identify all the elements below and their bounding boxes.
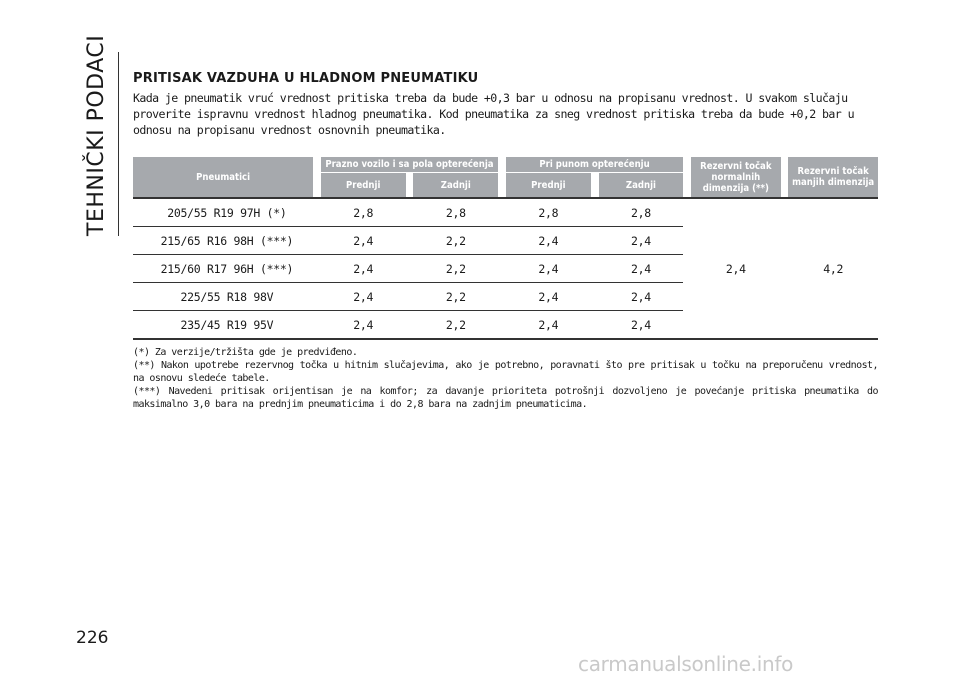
cell-gap xyxy=(683,255,691,283)
empty-front-value: 2,4 xyxy=(320,255,406,283)
full-rear-value: 2,4 xyxy=(598,227,684,255)
table-row: 215/60 R17 96H (***) 2,4 2,2 2,4 2,4 xyxy=(133,255,878,283)
table-row: 235/45 R19 95V 2,4 2,2 2,4 2,4 xyxy=(133,311,878,340)
cell-gap xyxy=(590,227,599,255)
tyre-size: 225/55 R18 98V xyxy=(133,283,321,311)
tyre-size: 215/60 R17 96H (***) xyxy=(133,255,321,283)
empty-front-value: 2,4 xyxy=(320,311,406,340)
chapter-divider xyxy=(118,52,119,236)
full-front-value: 2,4 xyxy=(505,311,591,340)
empty-front-value: 2,8 xyxy=(320,199,406,227)
spare-normal-value: 2,4 xyxy=(690,199,781,340)
table-row: 205/55 R19 97H (*) 2,8 2,8 2,8 2,8 2,4 4… xyxy=(133,199,878,340)
header-gap xyxy=(498,157,506,199)
empty-rear-value: 2,2 xyxy=(413,311,499,340)
cell-gap xyxy=(590,311,599,340)
footnote: (**) Nakon upotrebe rezervnog točka u hi… xyxy=(133,360,879,384)
header-gap xyxy=(683,157,691,199)
full-front-value: 2,8 xyxy=(505,199,591,227)
table-row: 225/55 R18 98V 2,4 2,2 2,4 2,4 xyxy=(133,283,878,311)
full-rear-value: 2,4 xyxy=(598,311,684,340)
tyre-size: 235/45 R19 95V xyxy=(133,311,321,340)
header-gap xyxy=(780,157,789,199)
main-content: PRITISAK VAZDUHA U HLADNOM PNEUMATIKU Ka… xyxy=(133,71,879,411)
header-gap xyxy=(590,173,599,199)
full-rear-value: 2,8 xyxy=(598,199,684,227)
header-tyres: Pneumatici xyxy=(133,157,314,199)
header-spare-small: Rezervni točak manjih dimenzija xyxy=(788,157,878,199)
header-empty-half-load: Prazno vozilo i sa pola opterećenja xyxy=(320,157,499,173)
header-spare-normal: Rezervni točak normalnih dimenzija (**) xyxy=(690,157,781,199)
tyre-pressure-table: Pneumatici Prazno vozilo i sa pola opter… xyxy=(133,157,878,340)
subheader-empty-rear: Zadnji xyxy=(413,173,499,199)
cell-gap xyxy=(683,199,691,227)
cell-gap xyxy=(590,283,599,311)
subheader-empty-front: Prednji xyxy=(320,173,406,199)
empty-front-value: 2,4 xyxy=(320,227,406,255)
footnotes: (*) Za verzije/tržišta gde je predviđeno… xyxy=(133,346,879,411)
cell-gap xyxy=(683,311,691,340)
cell-gap xyxy=(498,311,506,340)
tyre-size: 205/55 R19 97H (*) xyxy=(133,199,321,227)
cell-gap xyxy=(498,227,506,255)
table-subheader-row: Prednji Zadnji Prednji Zadnji xyxy=(133,173,878,199)
tyre-size: 215/65 R16 98H (***) xyxy=(133,227,321,255)
header-full-load: Pri punom opterećenju xyxy=(505,157,684,173)
table-row: 215/65 R16 98H (***) 2,4 2,2 2,4 2,4 xyxy=(133,227,878,255)
full-front-value: 2,4 xyxy=(505,255,591,283)
intro-paragraph: Kada je pneumatik vruć vrednost pritiska… xyxy=(133,91,855,137)
footnote: (***) Navedeni pritisak orijentisan je n… xyxy=(133,386,879,410)
cell-gap xyxy=(498,199,506,227)
empty-front-value: 2,4 xyxy=(320,283,406,311)
empty-rear-value: 2,2 xyxy=(413,283,499,311)
cell-gap xyxy=(683,227,691,255)
watermark: carmanualsonline.info xyxy=(578,652,794,676)
cell-gap xyxy=(405,227,414,255)
full-front-value: 2,4 xyxy=(505,227,591,255)
full-front-value: 2,4 xyxy=(505,283,591,311)
footnote: (*) Za verzije/tržišta gde je predviđeno… xyxy=(133,347,358,358)
cell-gap xyxy=(590,255,599,283)
section-title: PRITISAK VAZDUHA U HLADNOM PNEUMATIKU xyxy=(133,71,479,86)
full-rear-value: 2,4 xyxy=(598,255,684,283)
cell-gap xyxy=(405,311,414,340)
full-rear-value: 2,4 xyxy=(598,283,684,311)
chapter-title: TEHNIČKI PODACI xyxy=(84,34,109,236)
cell-gap xyxy=(498,255,506,283)
empty-rear-value: 2,8 xyxy=(413,199,499,227)
cell-gap xyxy=(780,199,789,340)
header-gap xyxy=(405,173,414,199)
header-gap xyxy=(313,157,321,199)
empty-rear-value: 2,2 xyxy=(413,255,499,283)
page-number: 226 xyxy=(76,628,109,648)
table-header-row: Pneumatici Prazno vozilo i sa pola opter… xyxy=(133,157,878,199)
cell-gap xyxy=(405,283,414,311)
subheader-full-rear: Zadnji xyxy=(598,173,684,199)
cell-gap xyxy=(498,283,506,311)
cell-gap xyxy=(405,255,414,283)
empty-rear-value: 2,2 xyxy=(413,227,499,255)
cell-gap xyxy=(683,283,691,311)
cell-gap xyxy=(405,199,414,227)
cell-gap xyxy=(590,199,599,227)
subheader-full-front: Prednji xyxy=(505,173,591,199)
spare-small-value: 4,2 xyxy=(788,199,878,340)
